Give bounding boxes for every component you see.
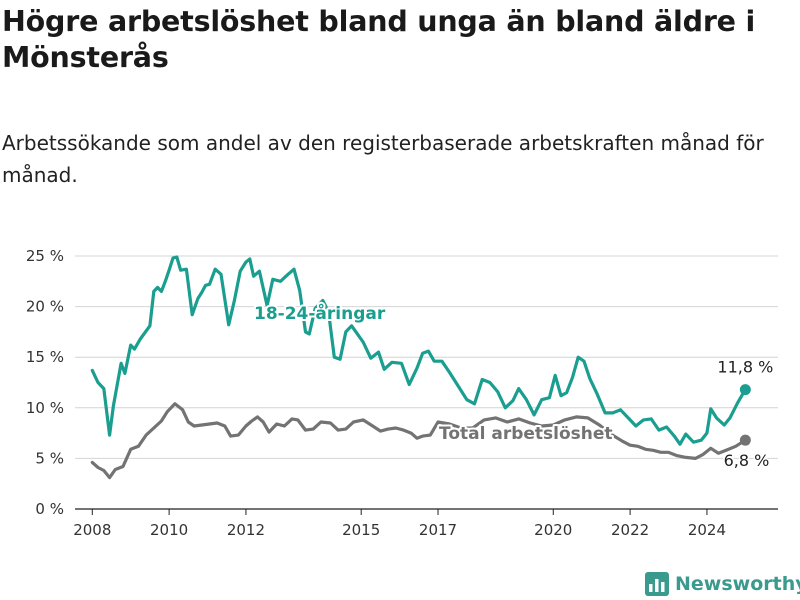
- chart-title: Högre arbetslöshet bland unga än bland ä…: [2, 5, 756, 74]
- x-tick-label: 2012: [227, 521, 265, 539]
- x-tick-label: 2010: [150, 521, 188, 539]
- x-tick-label: 2008: [73, 521, 111, 539]
- x-tick-label: 2020: [534, 521, 572, 539]
- bar-chart-logo-icon: [645, 572, 669, 596]
- x-tick-label: 2015: [342, 521, 380, 539]
- y-tick-label: 10 %: [26, 399, 64, 417]
- y-tick-label: 5 %: [35, 449, 64, 467]
- end-point-total: [739, 434, 751, 446]
- series-labels: 18-24-åringar Total arbetslöshet 11,8 % 6,8…: [252, 300, 773, 472]
- series-label-total: Total arbetslöshet: [439, 424, 613, 444]
- series-label-youth: 18-24-åringar: [254, 302, 386, 324]
- series-line-total: [90, 402, 747, 480]
- chart-subtitle: Arbetssökande som andel av den registerb…: [2, 131, 764, 187]
- x-tick-label: 2017: [419, 521, 457, 539]
- series-group: [90, 255, 751, 480]
- y-tick-label: 20 %: [26, 298, 64, 316]
- x-axis-ticks: 2008 2010 2012 2015 2017 2020 2022 2024: [73, 509, 726, 539]
- y-tick-label: 0 %: [35, 500, 64, 518]
- brand-logo[interactable]: Newsworthy: [645, 570, 800, 598]
- y-tick-label: 15 %: [26, 348, 64, 366]
- y-axis-ticks: 0 % 5 % 10 % 15 % 20 % 25 %: [26, 247, 64, 518]
- x-tick-label: 2022: [611, 521, 649, 539]
- y-tick-label: 25 %: [26, 247, 64, 265]
- series-line-youth: [90, 255, 747, 446]
- end-value-label-youth: 11,8 %: [717, 358, 773, 377]
- brand-name: Newsworthy: [675, 573, 800, 595]
- end-value-label-total: 6,8 %: [724, 451, 770, 470]
- gridlines: [75, 255, 778, 510]
- end-point-youth: [739, 384, 751, 396]
- x-tick-label: 2024: [688, 521, 726, 539]
